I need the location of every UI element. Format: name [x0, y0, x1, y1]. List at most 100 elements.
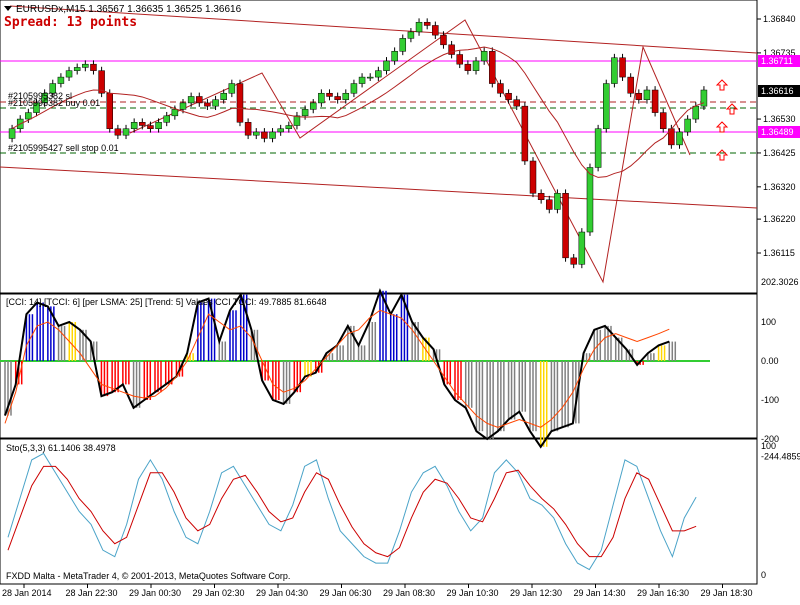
cci-header: [CCI: 14] [TCCI: 6] [per LSMA: 25] [Tren…: [6, 297, 326, 307]
bear-candle: [139, 122, 146, 126]
bear-candle: [448, 44, 455, 55]
bull-candle: [65, 70, 73, 78]
bull-candle: [179, 102, 187, 110]
bear-candle: [147, 125, 154, 129]
candles-group: [8, 18, 708, 269]
stochastic-signal-line: [7, 465, 697, 558]
bull-candle: [309, 102, 317, 110]
bull-candle: [25, 112, 32, 120]
bull-candle: [253, 131, 260, 136]
channel-bottom-line[interactable]: [0, 166, 758, 209]
bear-candle: [529, 160, 537, 194]
order-buy-label: #2105995382 buy 0.01: [8, 98, 100, 108]
bear-candle: [432, 25, 439, 36]
bull-candle: [155, 122, 162, 129]
bull-candle: [603, 83, 610, 129]
up-arrow-icon: [715, 121, 729, 133]
time-label: 29 Jan 02:30: [193, 588, 245, 598]
bear-candle: [334, 96, 341, 100]
bull-candle: [391, 51, 398, 62]
cci-panel[interactable]: [0, 293, 758, 439]
order-sell-stop-label: #2105995427 sell stop 0.01: [8, 143, 119, 153]
bull-candle: [676, 131, 683, 146]
channel-top-line[interactable]: [9, 5, 758, 54]
bull-candle: [285, 125, 293, 129]
bull-candle: [358, 76, 366, 84]
up-arrow-icon: [715, 79, 729, 91]
bull-candle: [399, 38, 407, 52]
bull-candle: [57, 76, 65, 84]
bull-candle: [171, 109, 179, 117]
bull-candle: [480, 51, 488, 62]
bear-candle: [627, 76, 634, 94]
bear-candle: [106, 92, 113, 129]
bull-candle: [293, 115, 301, 126]
cci-axis: 202.3026 100 0.00 -100 -200 -244.4859: [761, 277, 800, 461]
bull-candle: [82, 63, 89, 68]
bull-candle: [472, 60, 480, 71]
time-label: 29 Jan 12:30: [510, 588, 562, 598]
bear-candle: [244, 122, 252, 136]
bull-candle: [212, 99, 219, 107]
cci-axis-label: 202.3026: [761, 277, 799, 287]
time-label: 29 Jan 08:30: [383, 588, 435, 598]
price-tag-upper: 1.36711: [761, 56, 793, 66]
bull-candle: [684, 118, 691, 133]
bear-candle: [114, 128, 122, 136]
bull-candle: [350, 83, 358, 94]
bull-candle: [643, 89, 651, 100]
bear-candle: [440, 34, 447, 46]
bull-candle: [407, 31, 415, 39]
bull-candle: [49, 83, 57, 94]
bear-candle: [497, 83, 504, 94]
bear-candle: [464, 63, 472, 71]
bull-candle: [692, 105, 700, 120]
bear-candle: [196, 96, 203, 104]
time-label: 29 Jan 04:30: [256, 588, 308, 598]
cci-axis-label: -244.4859: [761, 451, 800, 461]
zigzag-line: [129, 19, 691, 284]
time-label: 28 Jan 22:30: [66, 588, 118, 598]
bull-candle: [366, 76, 374, 79]
bull-candle: [277, 128, 284, 133]
signal-arrows: [715, 79, 739, 161]
up-arrow-icon: [715, 149, 729, 161]
price-tag-lower-box: [758, 126, 800, 138]
price-tag-lower: 1.36489: [761, 127, 794, 137]
price-tick-label: 1.36735: [763, 48, 796, 58]
bear-candle: [505, 92, 512, 100]
bull-candle: [122, 128, 130, 136]
bear-candle: [619, 57, 626, 78]
price-tick-label: 1.36220: [763, 214, 796, 224]
cci-axis-label: -100: [761, 395, 779, 405]
time-label: 29 Jan 18:30: [701, 588, 753, 598]
order-sl-label: #2105995382 sl: [8, 91, 72, 101]
bull-candle: [130, 122, 138, 129]
price-panel[interactable]: [0, 0, 800, 294]
stoch-axis-0: 0: [761, 570, 766, 580]
stochastic-panel[interactable]: [0, 438, 758, 585]
stochastic-main-line: [7, 452, 697, 571]
bull-candle: [611, 57, 618, 84]
time-label: 29 Jan 16:30: [637, 588, 689, 598]
bull-candle: [594, 128, 602, 168]
bull-candle: [586, 167, 594, 233]
symbol-header: EURUSDx,M15 1.36567 1.36635 1.36525 1.36…: [16, 4, 242, 15]
bear-candle: [537, 193, 545, 200]
bull-candle: [375, 70, 382, 78]
dropdown-triangle-icon[interactable]: [4, 6, 12, 11]
bull-candle: [318, 92, 325, 104]
bear-candle: [651, 89, 659, 113]
bull-candle: [187, 96, 195, 104]
bull-candle: [8, 128, 16, 139]
bear-candle: [562, 193, 569, 259]
price-tick-label: 1.36320: [763, 182, 796, 192]
bear-candle: [204, 102, 211, 107]
cci-axis-label: 100: [761, 317, 776, 327]
stoch-axis-100: 100: [761, 441, 776, 451]
price-tick-label: 1.36840: [763, 14, 796, 24]
bear-candle: [456, 54, 463, 65]
bull-candle: [41, 92, 48, 104]
price-tag-current-box: [758, 85, 800, 97]
bull-candle: [220, 92, 227, 100]
